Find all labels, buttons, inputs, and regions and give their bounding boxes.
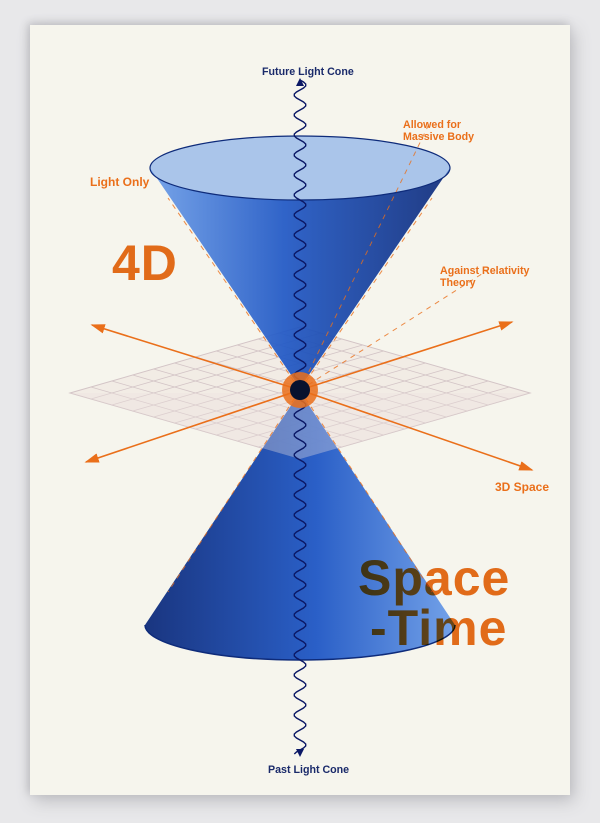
- title-t4d: 4D: [112, 240, 178, 288]
- label-future: Future Light Cone: [262, 66, 354, 78]
- title-time: -Time: [370, 605, 507, 653]
- label-lightonly: Light Only: [90, 176, 149, 190]
- poster-paper: [30, 25, 570, 795]
- label-against: Against Relativity Theory: [440, 265, 529, 290]
- label-allowed: Allowed for Massive Body: [403, 119, 474, 144]
- label-past: Past Light Cone: [268, 764, 349, 776]
- label-space3d: 3D Space: [495, 481, 549, 495]
- title-space: Space: [358, 555, 510, 603]
